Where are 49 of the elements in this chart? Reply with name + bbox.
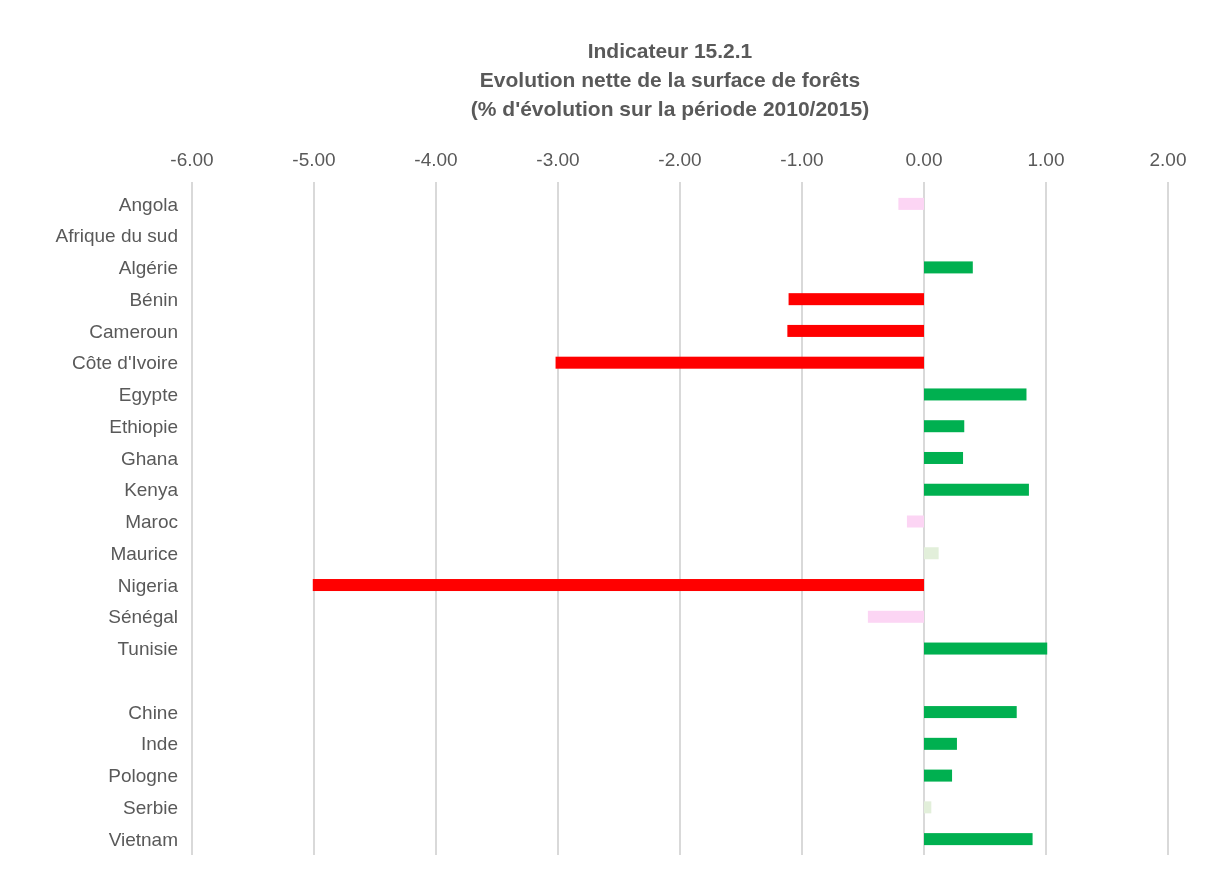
- y-tick-label: Pologne: [108, 765, 178, 787]
- x-tick-label: -1.00: [780, 149, 824, 170]
- y-tick-label: Algérie: [118, 257, 178, 279]
- bar: [788, 293, 924, 306]
- y-tick-label: Ethiopie: [109, 415, 178, 437]
- y-tick-label: Afrique du sud: [55, 225, 178, 247]
- x-tick-label: 0.00: [905, 149, 943, 170]
- bar: [924, 737, 957, 750]
- y-tick-label: Nigeria: [117, 574, 179, 596]
- bar: [924, 833, 1033, 846]
- x-tick-label: -5.00: [292, 149, 336, 170]
- x-tick-label: 2.00: [1149, 149, 1187, 170]
- bar: [898, 197, 924, 210]
- bar: [787, 324, 924, 337]
- bar: [924, 642, 1048, 655]
- bar: [924, 261, 973, 274]
- bar: [924, 483, 1029, 496]
- y-tick-label: Cameroun: [89, 320, 178, 342]
- bar: [924, 706, 1017, 719]
- y-tick-label: Ghana: [120, 447, 179, 469]
- bar: [924, 801, 932, 814]
- bar: [924, 547, 939, 560]
- y-tick-label: Vietnam: [108, 828, 178, 850]
- bar: [312, 579, 924, 592]
- x-tick-label: -6.00: [170, 149, 214, 170]
- x-tick-label: -2.00: [658, 149, 702, 170]
- y-tick-label: Serbie: [123, 797, 178, 819]
- y-tick-label: Côte d'Ivoire: [71, 352, 178, 374]
- bar: [924, 388, 1027, 401]
- bar: [867, 610, 924, 623]
- y-tick-label: Maroc: [125, 511, 178, 533]
- x-tick-label: 1.00: [1027, 149, 1065, 170]
- x-tick-label: -3.00: [536, 149, 580, 170]
- y-tick-label: Angola: [118, 193, 179, 215]
- bar: [906, 515, 924, 528]
- bar: [924, 769, 953, 782]
- y-tick-label: Tunisie: [117, 638, 178, 660]
- y-tick-label: Sénégal: [108, 606, 178, 628]
- bar: [924, 451, 964, 464]
- y-tick-label: Kenya: [124, 479, 179, 501]
- y-tick-label: Inde: [141, 733, 178, 755]
- bar: [924, 420, 965, 433]
- y-tick-label: Chine: [128, 701, 178, 723]
- y-tick-label: Maurice: [110, 542, 178, 564]
- chart-title: Indicateur 15.2.1 Evolution nette de la surface de forêts (% d'évolution sur la période 2010/2015): [470, 39, 870, 120]
- x-tick-label: -4.00: [414, 149, 458, 170]
- y-tick-label: Egypte: [118, 384, 178, 406]
- bar: [555, 356, 924, 369]
- y-tick-label: Bénin: [129, 288, 178, 310]
